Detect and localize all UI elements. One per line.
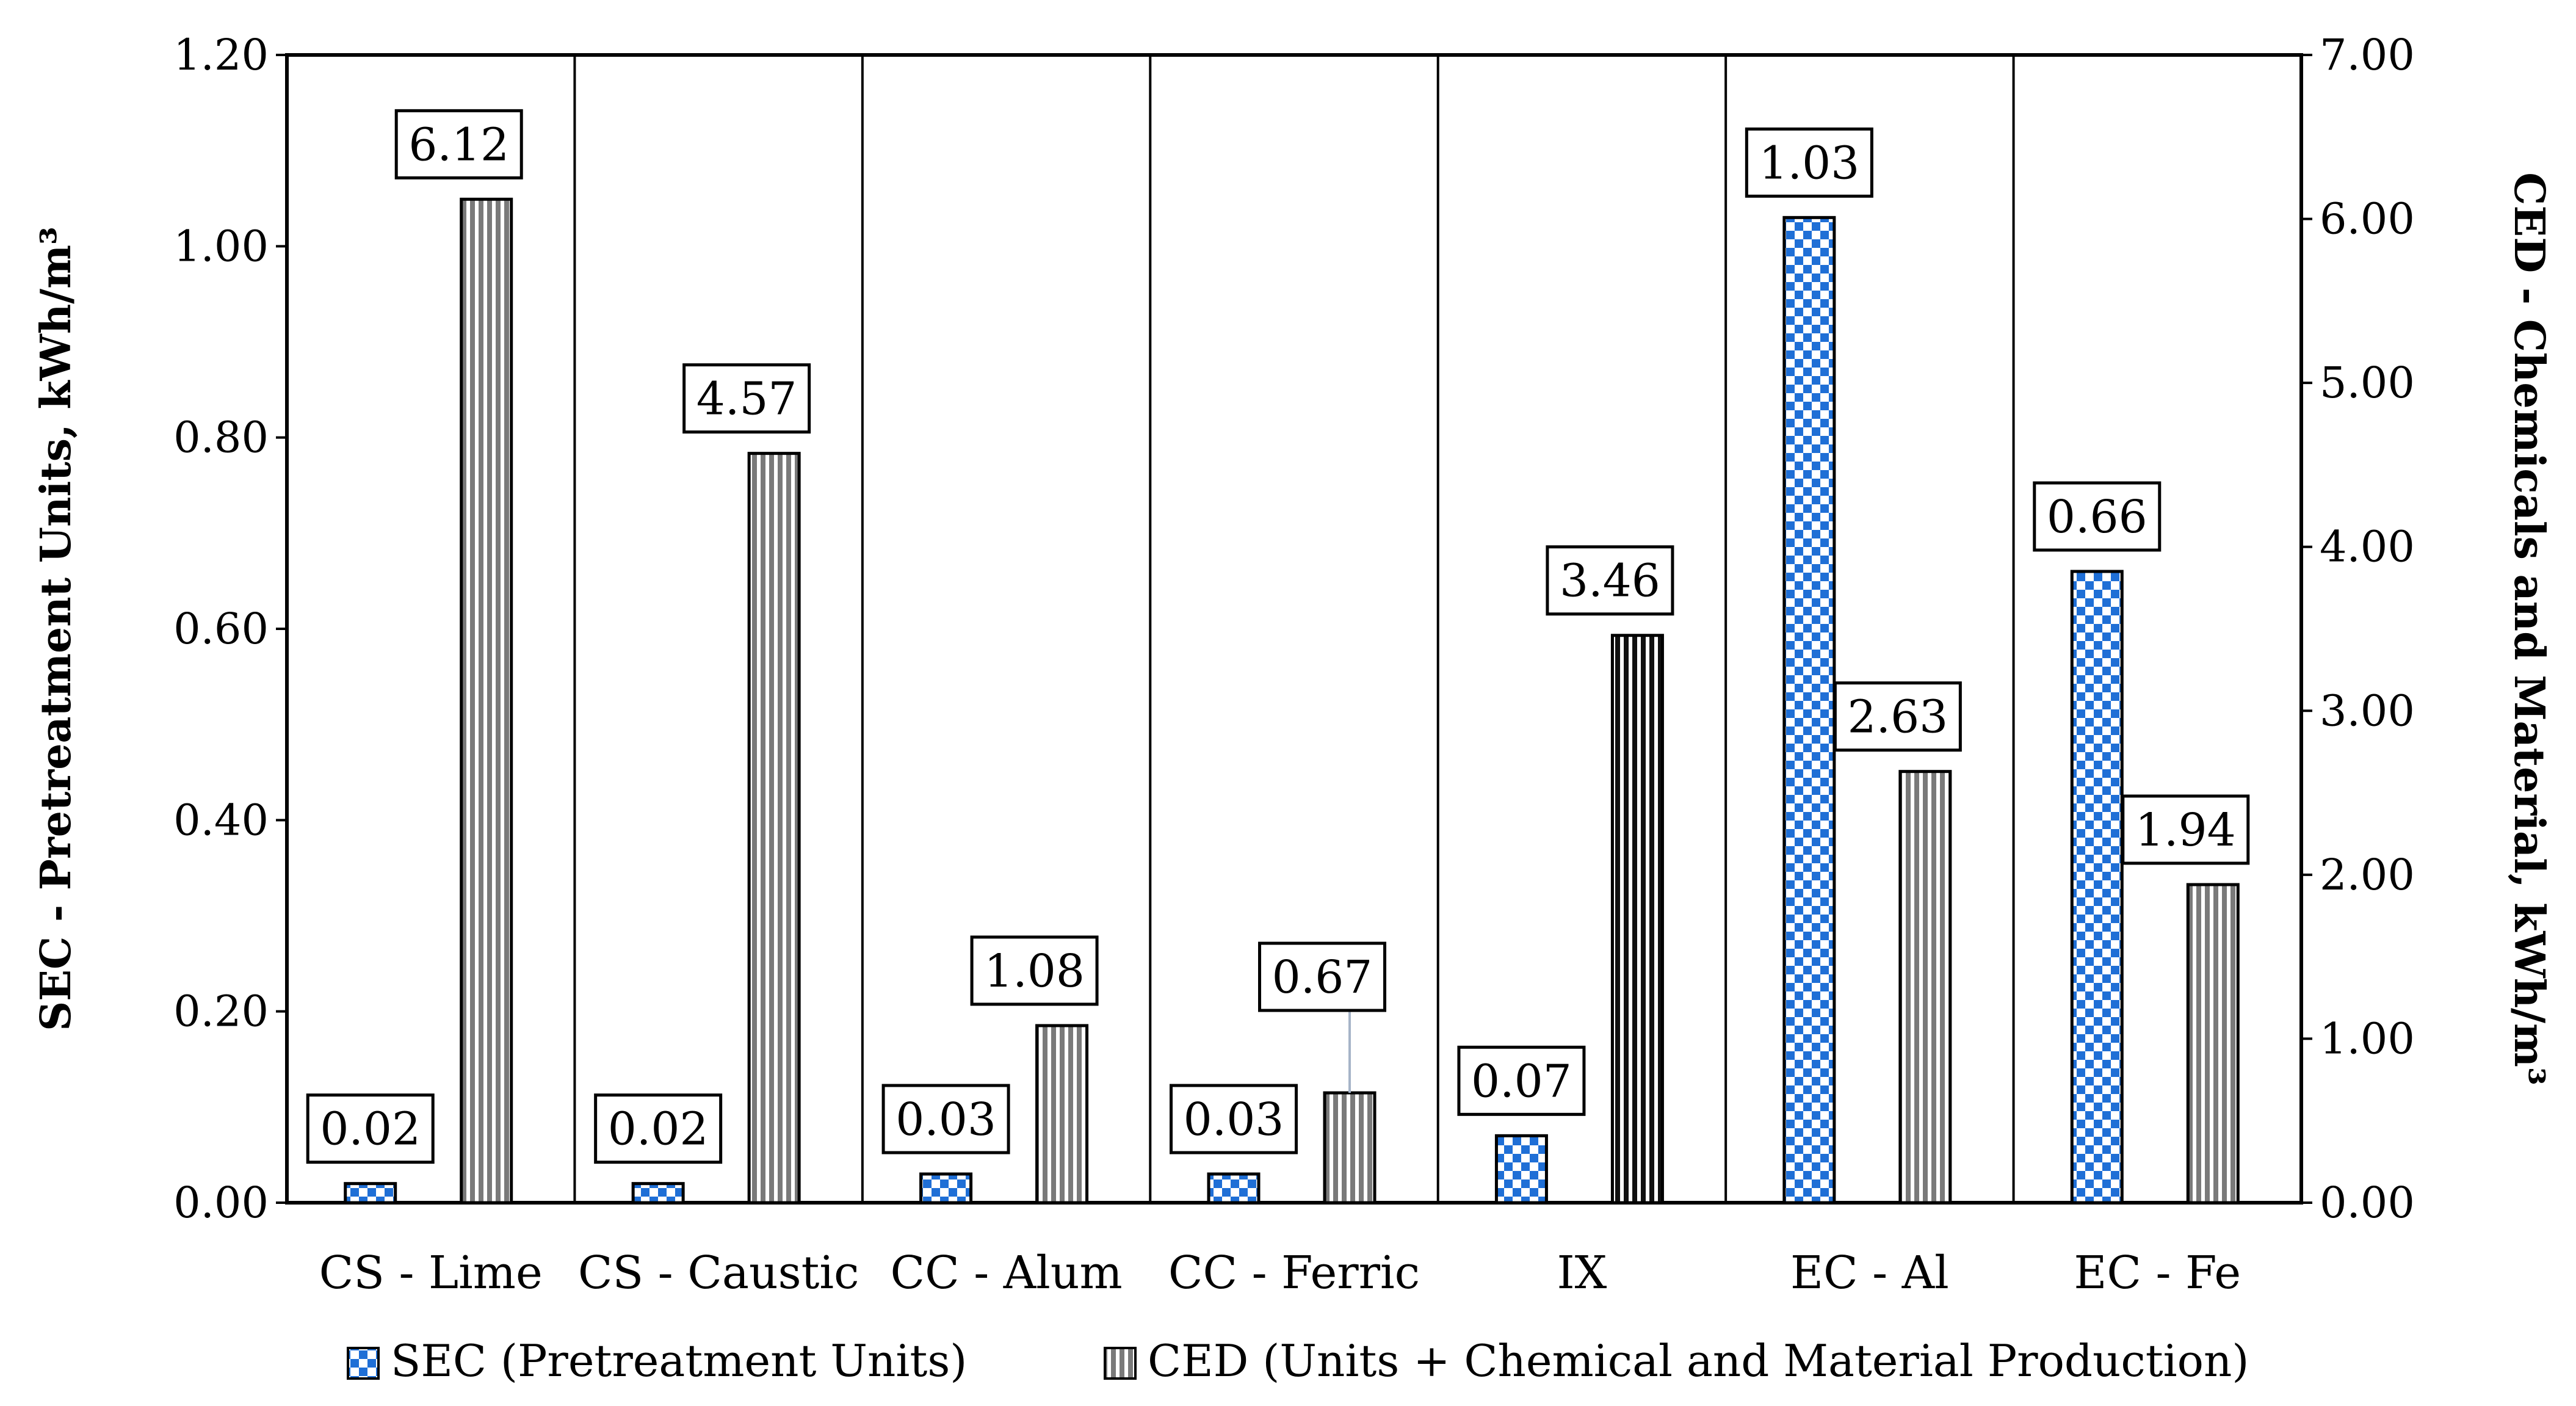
ced-bar — [460, 197, 513, 1205]
ced-bar — [1323, 1091, 1377, 1205]
data-labels: 0.02 6.12 0.02 4.57 0.03 1.08 0.03 0.67 0.07 3.46… — [306, 109, 2250, 1164]
ced-data-label-box — [682, 363, 811, 434]
sec-bar — [344, 1182, 397, 1205]
ced-data-label-box — [2121, 794, 2250, 865]
category-label: IX — [1557, 1247, 1607, 1299]
sec-data-label: 0.03 — [1184, 1093, 1284, 1146]
ced-bar — [1898, 770, 1952, 1205]
category-label: CS - Caustic — [578, 1247, 859, 1299]
sec-bar — [1494, 1134, 1548, 1205]
sec-data-label: 0.66 — [2047, 491, 2147, 543]
left-tick-label: 0.80 — [173, 413, 269, 463]
left-axis-title: SEC - Pretreatment Units, kWh/m³ — [32, 226, 81, 1031]
sec-data-label-box — [594, 1093, 723, 1164]
left-tick-label: 0.40 — [173, 795, 269, 845]
category-label: CC - Ferric — [1168, 1247, 1420, 1299]
sec-data-label: 0.07 — [1471, 1055, 1572, 1107]
ced-data-label: 1.94 — [2135, 804, 2236, 857]
ced-data-label-box — [394, 109, 523, 179]
ced-data-label: 2.63 — [1847, 691, 1948, 744]
ced-data-label-box — [1258, 941, 1386, 1012]
sec-bar — [1782, 216, 1836, 1205]
right-tick-label: 6.00 — [2320, 194, 2415, 244]
legend-label-sec: SEC (Pretreatment Units) — [391, 1335, 967, 1386]
right-tick-label: 3.00 — [2320, 686, 2415, 736]
sec-data-label-box — [306, 1093, 435, 1164]
right-tick-label: 0.00 — [2320, 1178, 2415, 1228]
left-tick-label: 1.20 — [173, 30, 269, 80]
category-labels: CS - Lime CS - Caustic CC - Alum CC - Ferri… — [319, 1247, 2241, 1299]
legend-swatch-ced — [1104, 1347, 1137, 1380]
left-axis-ticks: 0.00 0.20 0.40 0.60 0.80 1.00 1.20 — [173, 30, 287, 1228]
legend-label-ced: CED (Units + Chemical and Material Produ… — [1148, 1335, 2249, 1386]
ced-data-label: 3.46 — [1560, 555, 1660, 607]
legend: SEC (Pretreatment Units) CED (Units + Ch… — [347, 1335, 2249, 1386]
sec-data-label-box — [881, 1084, 1010, 1154]
right-tick-label: 1.00 — [2320, 1013, 2415, 1064]
sec-bar — [631, 1182, 685, 1205]
sec-bar — [919, 1172, 973, 1205]
right-axis-ticks: 0.00 1.00 2.00 3.00 4.00 5.00 6.00 7.00 — [2301, 30, 2415, 1228]
category-label: CC - Alum — [890, 1247, 1122, 1299]
ced-data-label: 0.67 — [1272, 951, 1373, 1004]
ced-data-label: 6.12 — [408, 118, 509, 171]
ced-data-label-box — [970, 935, 1099, 1006]
right-tick-label: 4.00 — [2320, 522, 2415, 572]
category-separators — [573, 55, 2015, 1203]
sec-bar — [2070, 570, 2124, 1205]
right-tick-label: 7.00 — [2320, 30, 2415, 80]
ced-bar — [747, 452, 801, 1205]
sec-data-label: 1.03 — [1759, 137, 1859, 189]
category-label: EC - Al — [1790, 1247, 1949, 1299]
sec-data-label: 0.03 — [895, 1093, 996, 1146]
right-axis-title: CED - Chemicals and Material, kWh/m³ — [2505, 172, 2553, 1085]
ced-data-label-box — [1546, 545, 1674, 616]
sec-data-label-box — [1170, 1084, 1298, 1154]
sec-data-label-box — [1457, 1045, 1586, 1116]
sec-data-label: 0.02 — [320, 1103, 421, 1156]
left-tick-label: 1.00 — [173, 221, 269, 271]
right-tick-label: 2.00 — [2320, 850, 2415, 900]
left-tick-label: 0.20 — [173, 987, 269, 1037]
ced-data-label: 4.57 — [696, 373, 797, 426]
sec-bar — [1207, 1172, 1261, 1205]
ced-bar — [1035, 1024, 1089, 1205]
legend-swatch-sec — [347, 1347, 380, 1380]
category-label: EC - Fe — [2074, 1247, 2241, 1299]
sec-data-label-box — [1745, 127, 1873, 198]
category-label: CS - Lime — [319, 1247, 543, 1299]
bars — [344, 197, 2240, 1205]
sec-data-label: 0.02 — [608, 1103, 709, 1156]
right-tick-label: 5.00 — [2320, 358, 2415, 408]
ced-data-label-box — [1833, 681, 1962, 752]
left-tick-label: 0.60 — [173, 604, 269, 654]
ced-bar — [2186, 883, 2240, 1205]
ced-bar — [1610, 634, 1664, 1205]
left-tick-label: 0.00 — [173, 1178, 269, 1228]
plot-area — [285, 53, 2303, 1205]
sec-data-label-box — [2033, 481, 2162, 552]
ced-data-label: 1.08 — [984, 945, 1085, 998]
